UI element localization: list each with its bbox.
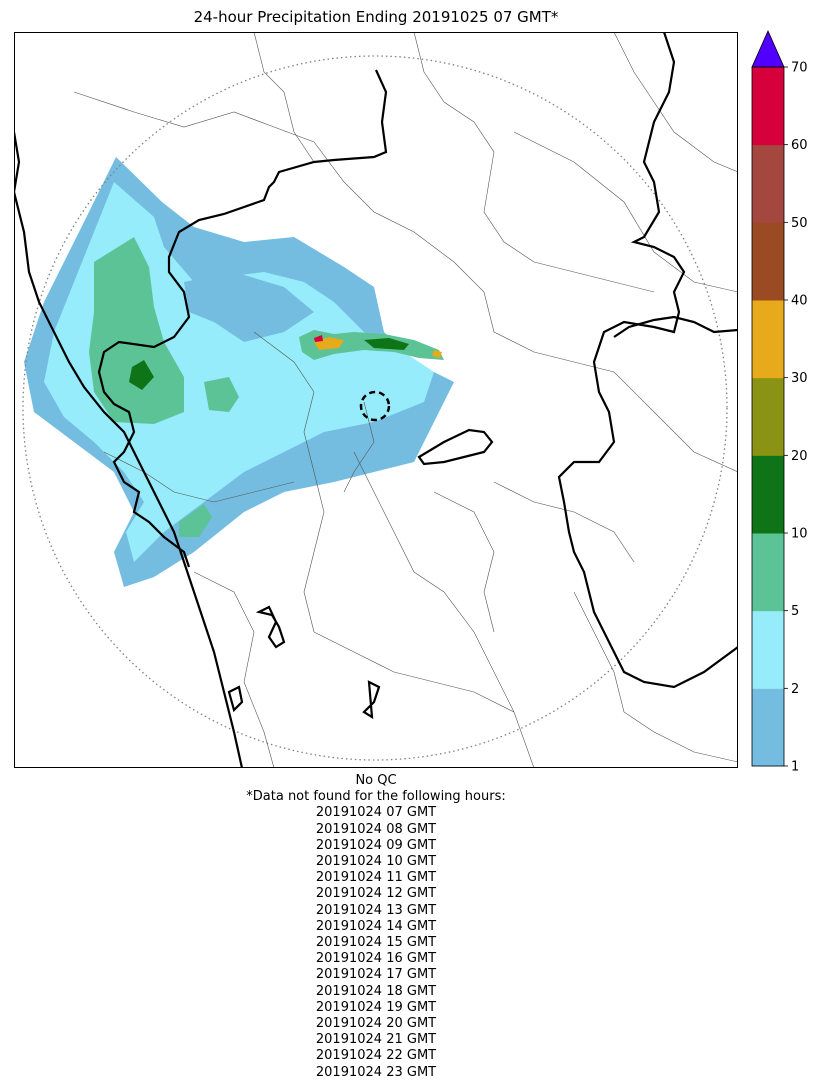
colorbar-segment <box>752 688 784 767</box>
missing-hour: 20191024 09 GMT <box>315 837 437 853</box>
colorbar-tick-label: 30 <box>791 371 808 386</box>
colorbar: 1 2 5 10 20 30 40 50 60 70 <box>751 30 808 774</box>
missing-hour: 20191024 13 GMT <box>315 902 437 918</box>
district-boundaries <box>73 32 738 768</box>
radar-site-marker <box>359 390 391 422</box>
map-frame <box>14 32 738 768</box>
precip-cells-east-green <box>364 338 409 350</box>
colorbar-segment <box>752 300 784 379</box>
missing-hour: 20191024 10 GMT <box>315 854 437 870</box>
missing-hour: 20191024 22 GMT <box>315 1048 437 1064</box>
colorbar-segment <box>752 610 784 689</box>
colorbar-segment <box>752 144 784 223</box>
colorbar-frame <box>751 66 785 767</box>
missing-hour: 20191024 19 GMT <box>315 999 437 1015</box>
map-title: 24-hour Precipitation Ending 20191025 07… <box>193 8 559 26</box>
colorbar-segment <box>752 67 784 146</box>
precip-1-2mm-inner <box>184 272 314 342</box>
colorbar-tick-label: 50 <box>791 216 808 231</box>
colorbar-tick-label: 1 <box>791 760 799 774</box>
missing-hour: 20191024 20 GMT <box>315 1016 437 1032</box>
colorbar-tick-label: 10 <box>791 527 808 542</box>
missing-hour: 20191024 21 GMT <box>315 1032 437 1048</box>
colorbar-tick-label: 5 <box>791 604 799 619</box>
missing-hour: 20191024 14 GMT <box>315 918 437 934</box>
colorbar-segment <box>752 455 784 534</box>
colorbar-segment <box>752 533 784 612</box>
radar-range-ring <box>22 55 728 761</box>
precip-cells-east-orange <box>432 350 442 358</box>
colorbar-extend-arrow <box>751 30 785 68</box>
missing-data-header: *Data not found for the following hours: <box>246 789 506 805</box>
colorbar-segment <box>752 222 784 301</box>
precip-cells-east-red <box>314 335 323 342</box>
colorbar-tick-label: 70 <box>791 61 808 76</box>
missing-hour: 20191024 07 GMT <box>315 805 437 821</box>
colorbar-tick-label: 40 <box>791 294 808 309</box>
notes-block: No QC *Data not found for the following … <box>14 773 738 1081</box>
colorbar-tick-label: 20 <box>791 449 808 464</box>
qc-status: No QC <box>355 773 397 788</box>
missing-hour: 20191024 08 GMT <box>315 821 437 837</box>
colorbar-tick-label: 60 <box>791 138 808 153</box>
missing-hour: 20191024 11 GMT <box>315 870 437 886</box>
missing-hour: 20191024 17 GMT <box>315 967 437 983</box>
colorbar-segment <box>752 377 784 456</box>
missing-hour: 20191024 15 GMT <box>315 935 437 951</box>
missing-hour: 20191024 18 GMT <box>315 983 437 999</box>
state-borders <box>14 32 738 768</box>
precip-5-10mm-mid <box>204 377 239 412</box>
precip-10-20mm-west <box>129 360 154 390</box>
precipitation-map <box>14 32 738 768</box>
missing-hour: 20191024 12 GMT <box>315 886 437 902</box>
missing-hour: 20191024 23 GMT <box>315 1064 437 1080</box>
missing-hour: 20191024 16 GMT <box>315 951 437 967</box>
colorbar-tick-label: 2 <box>791 682 799 697</box>
precip-5-10mm-west <box>89 237 184 424</box>
precip-5-10mm-south <box>179 504 212 537</box>
